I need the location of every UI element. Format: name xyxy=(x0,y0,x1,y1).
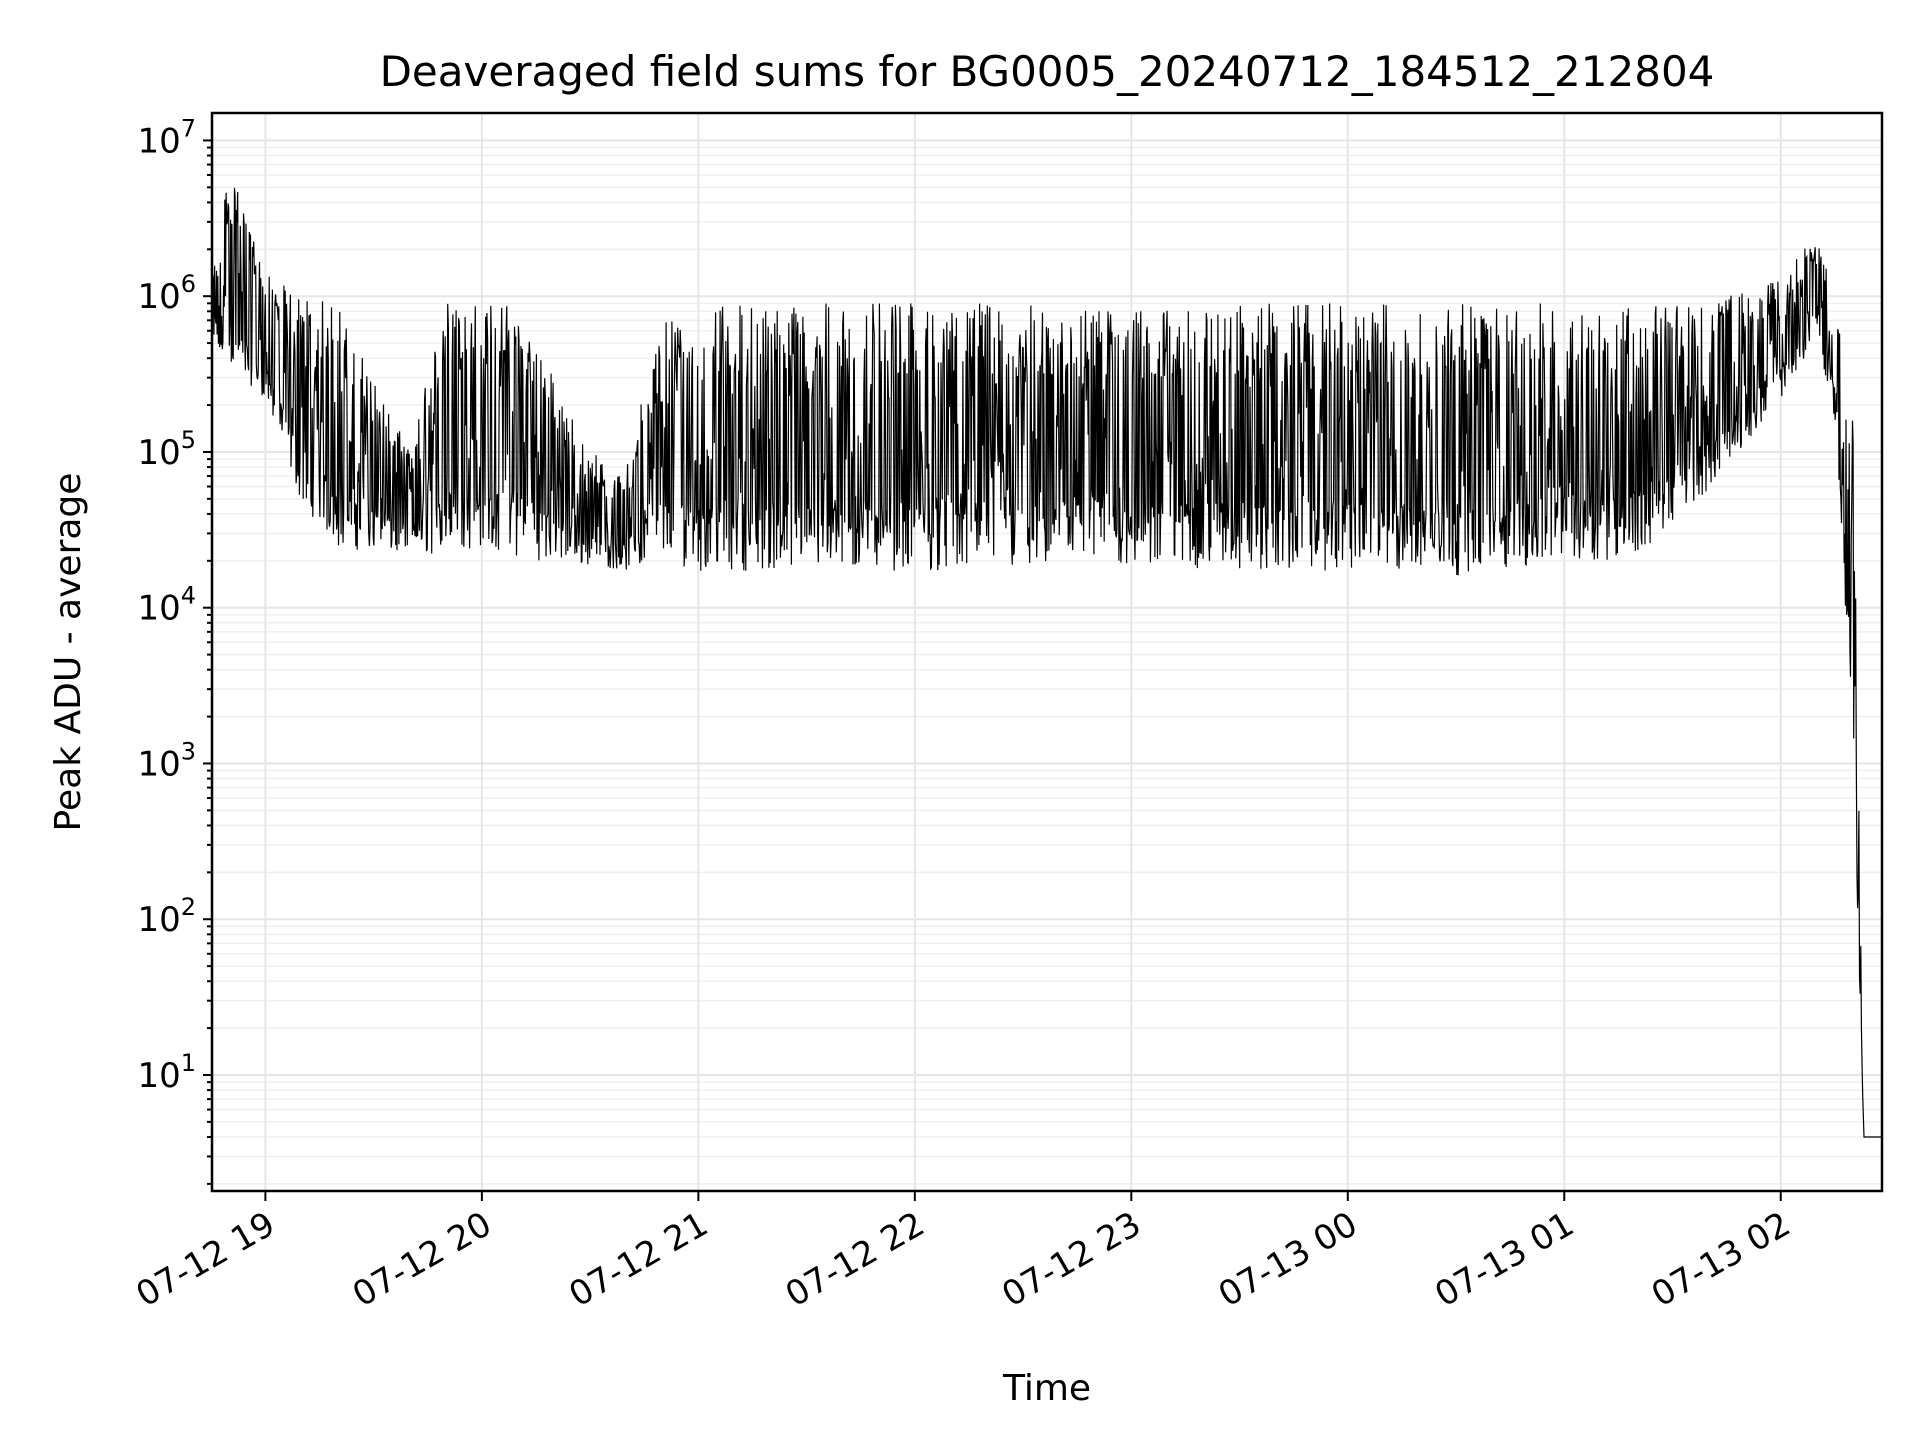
plot-frame xyxy=(210,111,1884,1193)
x-tick-label: 07-12 22 xyxy=(779,1204,931,1315)
y-tick-label: 106 xyxy=(137,270,196,317)
series-layer xyxy=(211,187,1882,1138)
y-axis-label: Peak ADU - average xyxy=(48,473,89,832)
x-tick-label: 07-13 02 xyxy=(1645,1204,1797,1315)
series-line xyxy=(211,187,1882,1138)
y-tick-label: 107 xyxy=(137,114,196,161)
y-tick-label: 102 xyxy=(137,893,196,940)
x-tick-label: 07-12 19 xyxy=(130,1204,282,1315)
x-tick-label: 07-12 21 xyxy=(562,1204,714,1315)
ticks-layer: 101 102 103 104 105 106 107 07-12 19 07-12 20 07-… xyxy=(130,114,1798,1315)
grid-layer xyxy=(212,113,1882,1191)
chart-title: Deaveraged field sums for BG0005_2024071… xyxy=(380,47,1715,96)
x-axis-label: Time xyxy=(1002,1368,1091,1409)
x-tick-label: 07-13 00 xyxy=(1212,1204,1364,1315)
y-tick-label: 105 xyxy=(137,426,196,473)
y-tick-label: 101 xyxy=(137,1049,196,1096)
x-tick-label: 07-13 01 xyxy=(1428,1204,1580,1315)
y-tick-label: 103 xyxy=(137,737,196,784)
x-tick-label: 07-12 23 xyxy=(995,1204,1147,1315)
y-tick-label: 104 xyxy=(137,582,196,629)
x-tick-label: 07-12 20 xyxy=(346,1204,498,1315)
